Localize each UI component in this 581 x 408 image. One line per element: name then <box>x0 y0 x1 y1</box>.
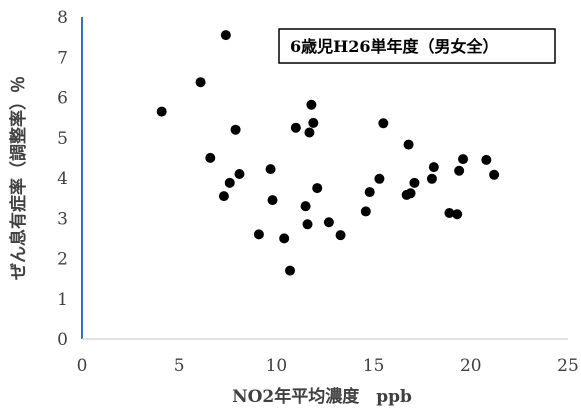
x-tick-label: 5 <box>174 356 185 376</box>
x-tick-label: 25 <box>557 356 579 376</box>
data-point <box>224 177 235 188</box>
y-axis-tick-labels: 0 1 2 3 4 5 6 7 8 <box>57 8 68 350</box>
data-point <box>360 206 371 217</box>
y-tick-label: 3 <box>57 209 68 229</box>
data-point <box>302 219 313 230</box>
data-point <box>285 265 296 276</box>
data-point <box>300 201 311 212</box>
y-tick-label: 1 <box>57 290 68 310</box>
x-axis-tick-labels: 0 5 10 15 20 25 <box>77 356 579 376</box>
data-point <box>481 154 492 165</box>
data-point <box>452 209 463 220</box>
data-points <box>156 30 500 276</box>
data-point <box>220 30 231 41</box>
data-point <box>306 99 317 110</box>
data-point <box>234 168 245 179</box>
legend-box: 6歳児H26単年度（男女全） <box>278 28 556 64</box>
data-point <box>195 77 206 88</box>
y-tick-label: 7 <box>57 48 68 68</box>
chart-title: 6歳児H26単年度（男女全） <box>290 37 499 56</box>
x-tick-label: 0 <box>77 356 88 376</box>
y-tick-label: 5 <box>57 129 68 149</box>
data-point <box>279 233 290 244</box>
data-point <box>218 191 229 202</box>
data-point <box>444 208 455 219</box>
data-point <box>230 124 241 135</box>
y-tick-label: 6 <box>57 89 68 109</box>
data-point <box>428 162 439 173</box>
x-tick-label: 15 <box>363 356 385 376</box>
legend-frame <box>278 28 556 64</box>
data-point <box>312 183 323 194</box>
data-point <box>409 177 420 188</box>
data-point <box>253 229 264 240</box>
data-point <box>405 188 416 199</box>
y-axis-title: ぜん息有症率（調整率）％ <box>8 76 29 280</box>
data-point <box>378 118 389 129</box>
y-tick-label: 8 <box>57 8 68 28</box>
x-axis-title: NO2年平均濃度 ppb <box>232 386 412 407</box>
data-point <box>335 230 346 241</box>
data-point <box>304 127 315 138</box>
x-tick-label: 20 <box>460 356 482 376</box>
data-point <box>374 173 385 184</box>
data-point <box>403 139 414 150</box>
data-point <box>364 187 375 198</box>
data-point <box>265 164 276 175</box>
data-point <box>489 169 500 180</box>
data-point <box>205 152 216 163</box>
data-point <box>267 195 278 206</box>
data-point <box>308 117 319 128</box>
data-point <box>290 122 301 133</box>
y-tick-label: 4 <box>57 169 68 189</box>
y-tick-label: 2 <box>57 250 68 270</box>
data-point <box>458 154 469 165</box>
data-point <box>156 106 167 117</box>
y-tick-label: 0 <box>57 330 68 350</box>
x-tick-label: 10 <box>266 356 288 376</box>
data-point <box>323 217 334 228</box>
data-point <box>454 165 465 176</box>
data-point <box>426 173 437 184</box>
